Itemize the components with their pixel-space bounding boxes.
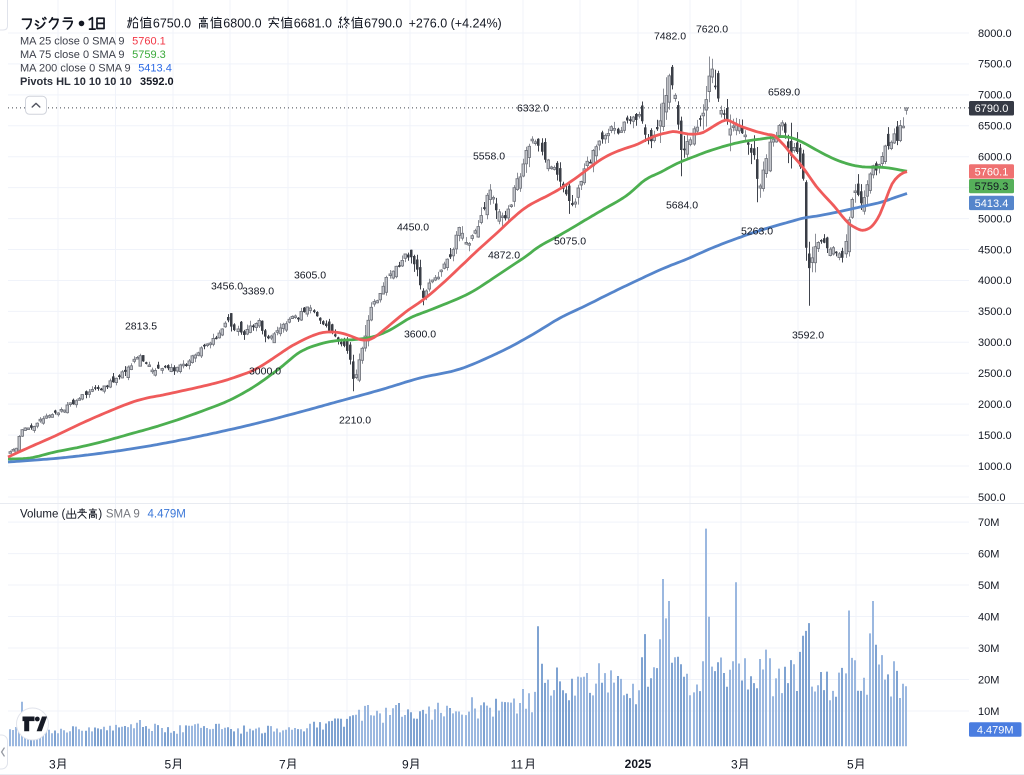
svg-text:3605.0: 3605.0	[294, 270, 326, 282]
svg-text:6681.0: 6681.0	[294, 17, 332, 31]
svg-text:2813.5: 2813.5	[125, 321, 157, 333]
svg-text:7620.0: 7620.0	[696, 24, 728, 36]
svg-text:+276.0 (+4.24%): +276.0 (+4.24%)	[409, 17, 502, 31]
svg-text:5: 5	[847, 758, 854, 772]
svg-text:SMA 9: SMA 9	[106, 509, 140, 521]
svg-text:5: 5	[165, 758, 172, 772]
svg-text:6790.0: 6790.0	[364, 17, 402, 31]
svg-text:): )	[98, 509, 102, 521]
svg-text:8000.0: 8000.0	[978, 28, 1012, 40]
svg-text:500.0: 500.0	[978, 492, 1006, 504]
svg-text:7482.0: 7482.0	[654, 31, 686, 43]
svg-text:50M: 50M	[978, 580, 999, 592]
svg-text:7500.0: 7500.0	[978, 59, 1012, 71]
svg-text:4450.0: 4450.0	[397, 222, 429, 234]
svg-text:2210.0: 2210.0	[339, 415, 371, 427]
svg-text:7000.0: 7000.0	[978, 90, 1012, 102]
svg-text:5759.3: 5759.3	[975, 181, 1009, 193]
svg-text:3592.0: 3592.0	[140, 76, 174, 88]
svg-text:1000.0: 1000.0	[978, 461, 1012, 473]
svg-text:6589.0: 6589.0	[768, 87, 800, 99]
svg-text:10M: 10M	[978, 706, 999, 718]
svg-text:6750.0: 6750.0	[153, 17, 191, 31]
svg-text:60M: 60M	[978, 548, 999, 560]
svg-text:5759.3: 5759.3	[132, 49, 166, 61]
svg-text:30M: 30M	[978, 643, 999, 655]
svg-text:70M: 70M	[978, 517, 999, 529]
svg-text:3000.0: 3000.0	[978, 337, 1012, 349]
svg-text:3456.0: 3456.0	[211, 281, 243, 293]
svg-text:MA 200 close 0 SMA 9: MA 200 close 0 SMA 9	[20, 63, 131, 75]
svg-text:2500.0: 2500.0	[978, 368, 1012, 380]
svg-text:4.479M: 4.479M	[148, 509, 186, 521]
svg-text:3600.0: 3600.0	[404, 329, 436, 341]
svg-text:5760.1: 5760.1	[132, 36, 166, 48]
svg-text:3500.0: 3500.0	[978, 306, 1012, 318]
svg-text:5413.4: 5413.4	[975, 198, 1009, 210]
svg-text:5000.0: 5000.0	[978, 213, 1012, 225]
svg-text:6790.0: 6790.0	[975, 103, 1009, 115]
svg-text:20M: 20M	[978, 674, 999, 686]
svg-text:Pivots HL 10 10 10 10: Pivots HL 10 10 10 10	[20, 76, 132, 88]
svg-text:4.479M: 4.479M	[977, 724, 1014, 736]
svg-text:40M: 40M	[978, 611, 999, 623]
svg-text:3592.0: 3592.0	[792, 330, 824, 342]
svg-text:MA 25 close 0 SMA 9: MA 25 close 0 SMA 9	[20, 36, 125, 48]
svg-text:5684.0: 5684.0	[666, 200, 698, 212]
svg-text:7: 7	[279, 758, 286, 772]
svg-text:4000.0: 4000.0	[978, 275, 1012, 287]
svg-text:5075.0: 5075.0	[554, 236, 586, 248]
svg-text:3: 3	[731, 758, 738, 772]
svg-text:6800.0: 6800.0	[223, 17, 261, 31]
svg-text:5263.0: 5263.0	[741, 226, 773, 238]
svg-text:3: 3	[49, 758, 56, 772]
svg-text:2000.0: 2000.0	[978, 399, 1012, 411]
svg-text:5558.0: 5558.0	[473, 151, 505, 163]
svg-text:11: 11	[511, 758, 524, 772]
svg-text:1500.0: 1500.0	[978, 430, 1012, 442]
svg-text:9: 9	[402, 758, 409, 772]
svg-text:6332.0: 6332.0	[517, 103, 549, 115]
svg-text:Volume (: Volume (	[20, 509, 66, 521]
svg-text:MA 75 close 0 SMA 9: MA 75 close 0 SMA 9	[20, 49, 125, 61]
svg-text:6000.0: 6000.0	[978, 152, 1012, 164]
svg-text:5413.4: 5413.4	[138, 63, 172, 75]
svg-text:4500.0: 4500.0	[978, 244, 1012, 256]
svg-text:3389.0: 3389.0	[242, 286, 274, 298]
svg-text:6500.0: 6500.0	[978, 121, 1012, 133]
svg-text:5760.1: 5760.1	[975, 166, 1009, 178]
svg-text:4872.0: 4872.0	[488, 250, 520, 262]
svg-text:3000.0: 3000.0	[249, 366, 281, 378]
svg-text:2025: 2025	[625, 757, 652, 771]
